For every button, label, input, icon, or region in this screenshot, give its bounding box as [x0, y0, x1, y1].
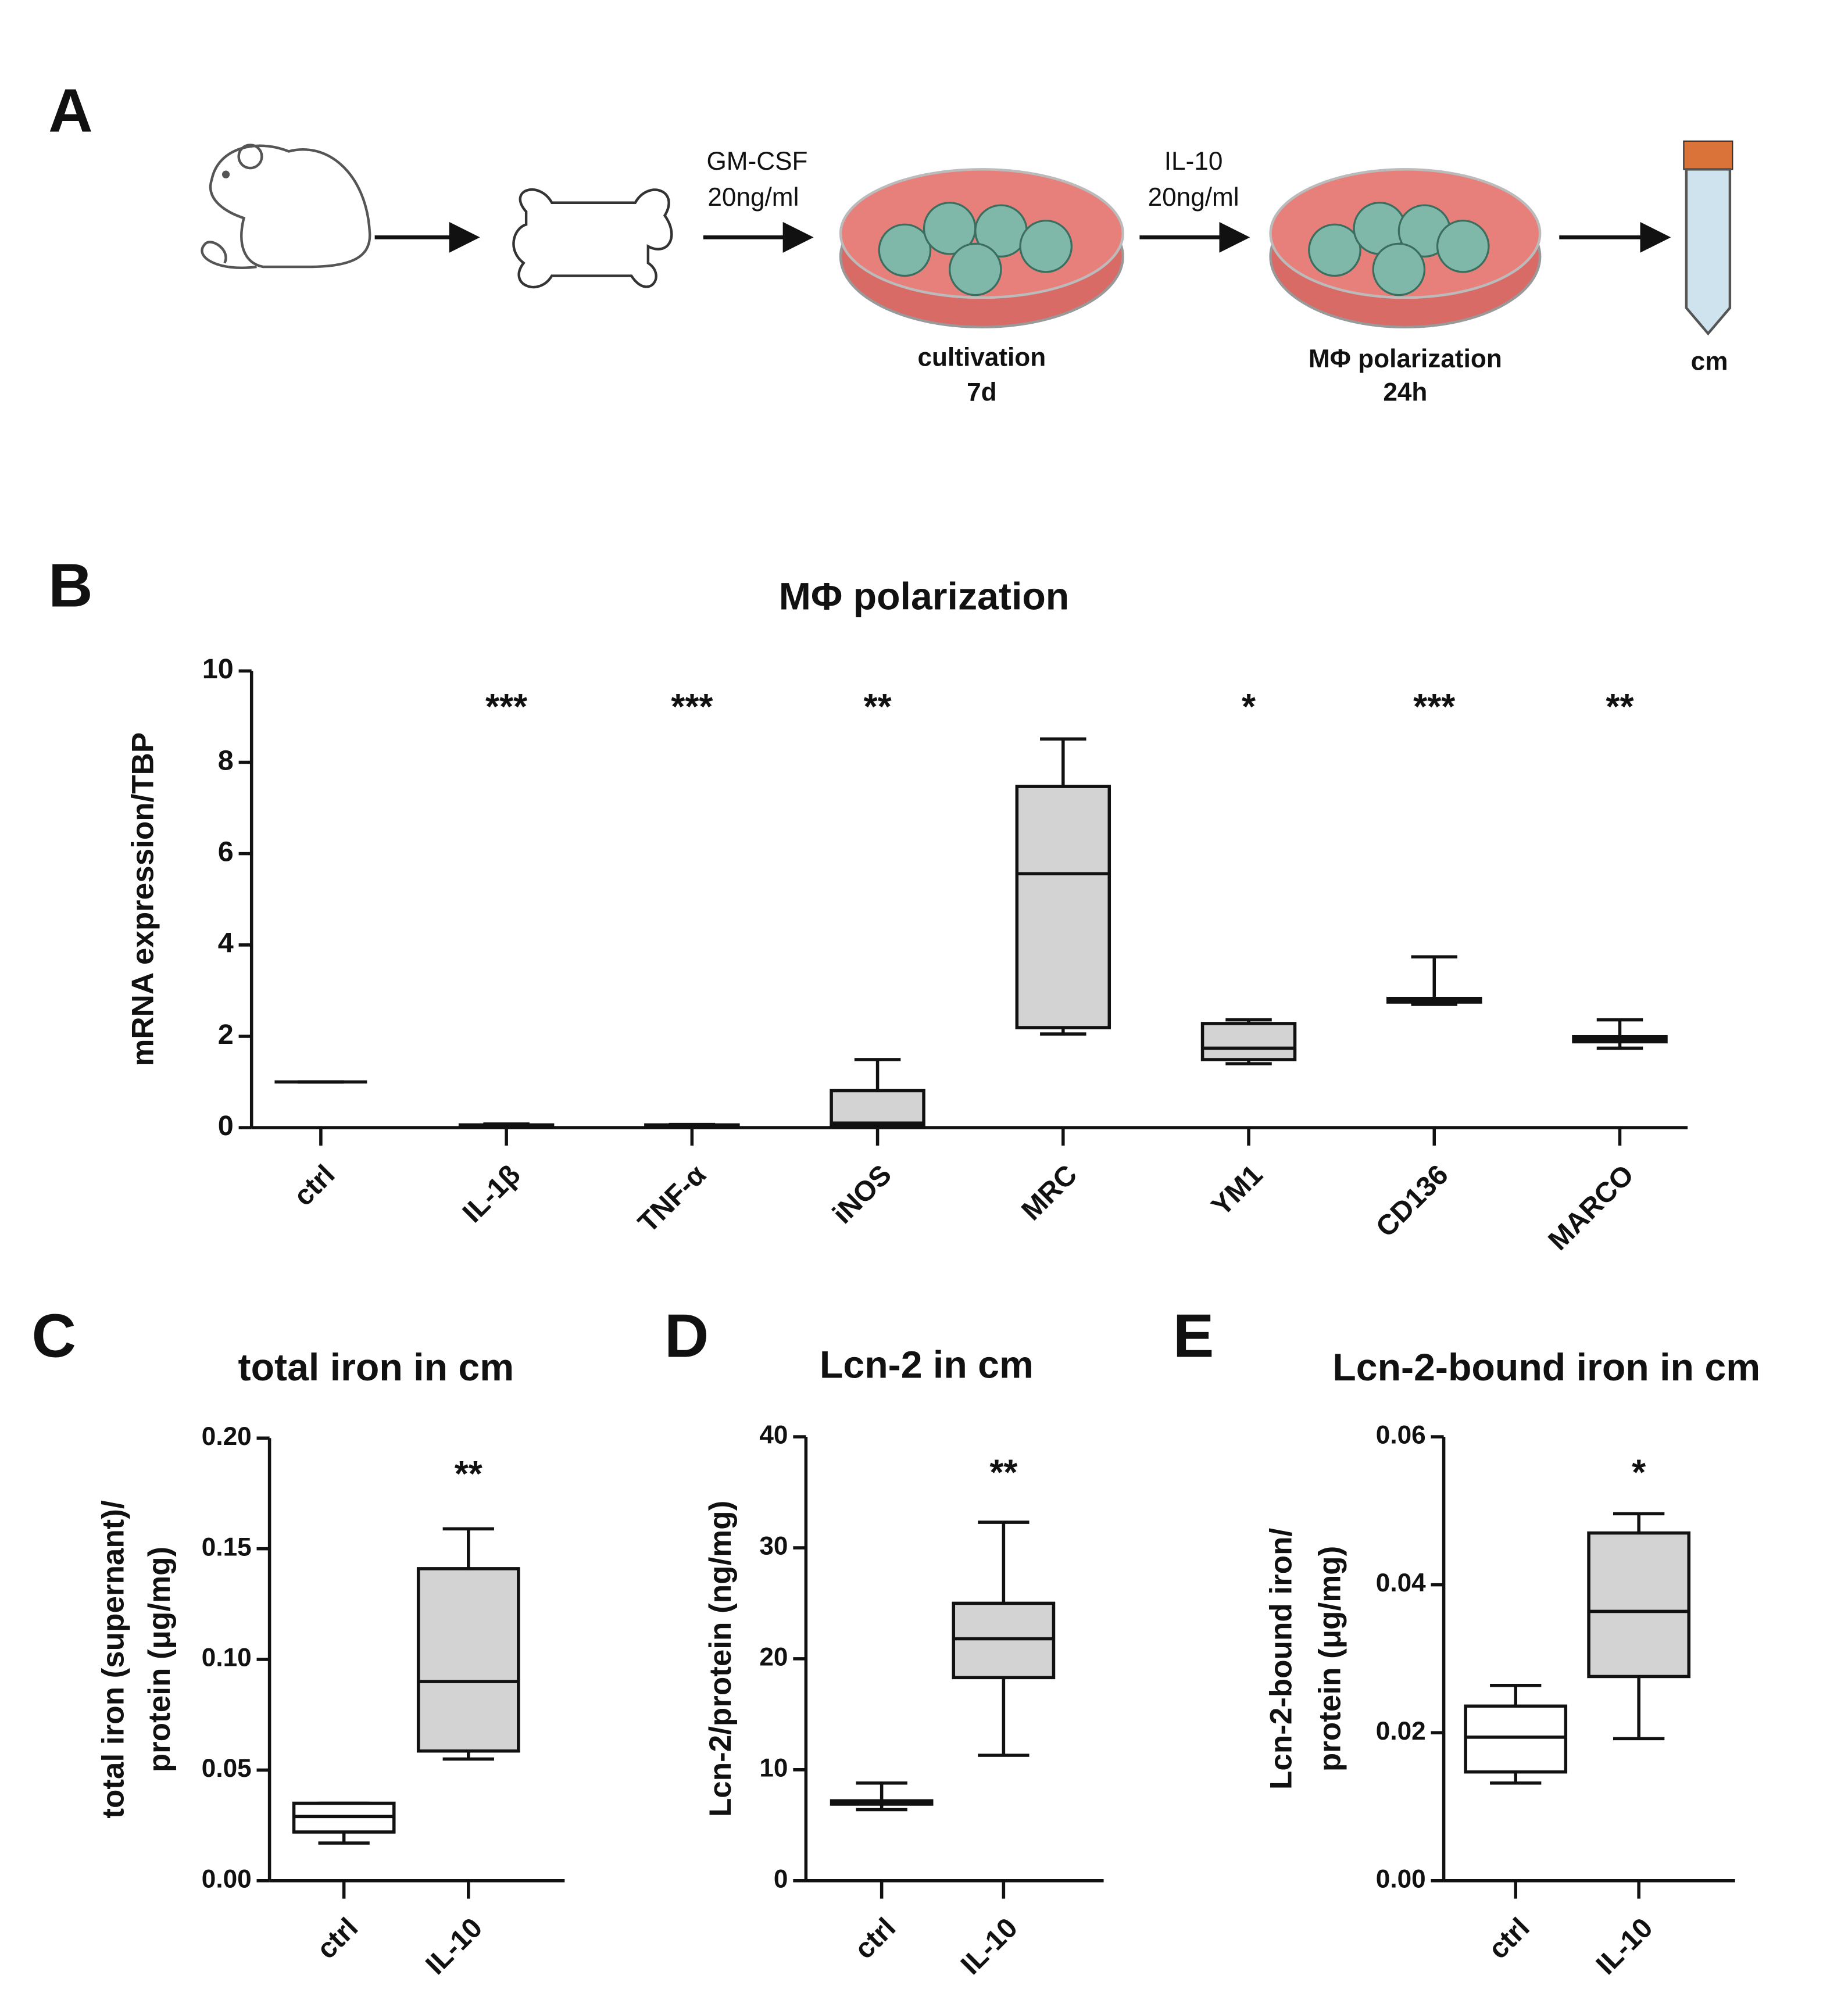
dish-icon: [1269, 168, 1542, 329]
arrow-label: 20ng/ml: [707, 183, 799, 212]
panel-letter: B: [48, 551, 93, 620]
y-tick-label: 0.00: [202, 1865, 252, 1893]
chart-title: MΦ polarization: [779, 575, 1070, 618]
y-axis-label: protein (μg/mg): [142, 1547, 177, 1772]
panel-letter: C: [31, 1301, 76, 1370]
significance: **: [864, 687, 892, 727]
chart-title: Lcn-2-bound iron in cm: [1332, 1346, 1760, 1389]
arrow-label: IL-10: [1164, 147, 1223, 176]
chart-title: Lcn-2 in cm: [820, 1343, 1034, 1386]
y-tick-label: 4: [218, 928, 234, 959]
y-tick-label: 10: [202, 653, 234, 685]
significance: ***: [671, 687, 713, 727]
y-tick-label: 0.10: [202, 1644, 252, 1672]
stage-label: MΦ polarization: [1309, 345, 1502, 373]
x-tick-label: IL-10: [1590, 1912, 1658, 1980]
y-tick-label: 0.06: [1376, 1421, 1426, 1450]
y-tick-label: 40: [759, 1421, 788, 1450]
y-tick-label: 10: [759, 1754, 788, 1782]
y-axis-label: mRNA expression/TBP: [126, 732, 160, 1067]
y-axis-label: Lcn-2-bound iron/: [1264, 1528, 1299, 1790]
y-tick-label: 20: [759, 1643, 788, 1672]
x-tick-label: TNF-α: [632, 1159, 712, 1239]
box: [952, 1601, 1056, 1680]
y-tick-label: 2: [218, 1019, 234, 1050]
x-tick-label: YM1: [1206, 1159, 1269, 1222]
y-tick-label: 0.20: [202, 1422, 252, 1451]
y-tick-label: 0: [774, 1865, 788, 1893]
x-tick-label: ctrl: [1482, 1912, 1536, 1965]
x-tick-label: IL-1β: [456, 1159, 526, 1229]
y-axis-label: Lcn-2/protein (ng/mg): [703, 1501, 738, 1817]
arrow-label: 20ng/ml: [1148, 183, 1239, 212]
box: [1015, 785, 1111, 1029]
y-tick-label: 6: [218, 836, 234, 867]
y-tick-label: 8: [218, 745, 234, 776]
significance: *: [1242, 687, 1256, 727]
significance: **: [455, 1454, 482, 1494]
stage-label: 24h: [1383, 378, 1427, 406]
x-tick-label: iNOS: [827, 1159, 898, 1230]
panel-letter: E: [1173, 1301, 1214, 1370]
stage-label: cm: [1691, 347, 1728, 375]
y-axis-label: protein (μg/mg): [1313, 1546, 1347, 1772]
y-tick-label: 30: [759, 1532, 788, 1561]
arrow-label: GM-CSF: [706, 147, 807, 176]
significance: *: [1632, 1453, 1646, 1493]
y-tick-label: 0.04: [1376, 1569, 1426, 1597]
y-axis-label: total iron (supernant)/: [96, 1500, 131, 1819]
significance: ***: [1413, 687, 1455, 727]
y-tick-label: 0.15: [202, 1533, 252, 1561]
x-tick-label: MARCO: [1542, 1159, 1640, 1257]
x-tick-label: MRC: [1016, 1159, 1083, 1226]
significance: **: [989, 1453, 1017, 1493]
x-tick-label: ctrl: [311, 1912, 364, 1965]
x-tick-label: ctrl: [849, 1912, 902, 1965]
box: [1464, 1704, 1568, 1774]
significance: ***: [485, 687, 527, 727]
x-tick-label: IL-10: [420, 1912, 488, 1980]
x-tick-label: ctrl: [288, 1159, 341, 1212]
box: [1200, 1022, 1297, 1061]
chart-title: total iron in cm: [238, 1346, 514, 1389]
significance: **: [1606, 687, 1633, 727]
dish-icon: [839, 168, 1124, 329]
y-tick-label: 0.00: [1376, 1865, 1426, 1893]
stage-label: 7d: [967, 378, 997, 406]
stage-label: cultivation: [918, 344, 1046, 372]
panel-letter: D: [664, 1301, 709, 1370]
x-tick-label: IL-10: [955, 1912, 1024, 1980]
box: [1587, 1531, 1691, 1679]
tube-icon: [1683, 140, 1733, 336]
box: [416, 1567, 520, 1753]
y-tick-label: 0.02: [1376, 1717, 1426, 1745]
bone-icon: [512, 188, 673, 289]
y-tick-label: 0: [218, 1110, 234, 1142]
x-tick-label: CD136: [1370, 1159, 1454, 1243]
mouse-icon: [201, 144, 371, 270]
y-tick-label: 0.05: [202, 1754, 252, 1783]
box: [830, 1089, 925, 1127]
panel-letter: A: [48, 77, 93, 145]
